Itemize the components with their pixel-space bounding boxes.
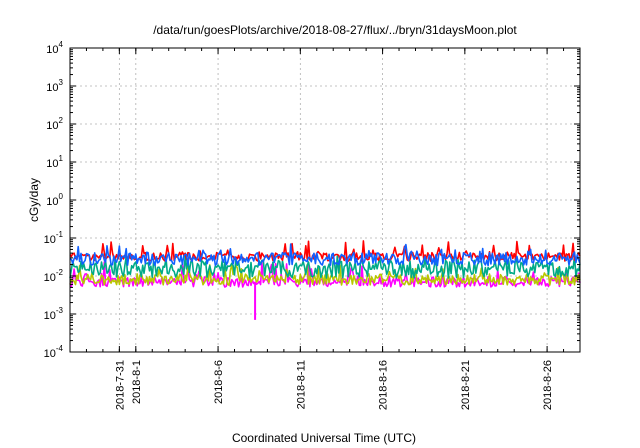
y-tick-label: 10-2	[44, 268, 64, 284]
y-tick-label: 10-3	[44, 306, 64, 322]
x-tick-label: 2018-8-26	[542, 360, 554, 410]
x-axis-label: Coordinated Universal Time (UTC)	[232, 431, 416, 445]
series-layer	[69, 240, 581, 320]
y-axis-label: cGy/day	[27, 178, 41, 222]
x-tick-label: 2018-8-1	[131, 360, 143, 404]
y-tick-label: 10-4	[44, 344, 64, 360]
x-tick-label: 2018-8-6	[213, 360, 225, 404]
grid	[70, 48, 580, 352]
y-tick-label: 102	[46, 116, 63, 132]
y-tick-label: 100	[46, 192, 63, 208]
y-tick-label: 103	[46, 78, 63, 94]
series-line	[69, 263, 581, 286]
x-tick-label: 2018-8-11	[295, 360, 307, 409]
series-line	[69, 240, 581, 262]
chart-title: /data/run/goesPlots/archive/2018-08-27/f…	[153, 23, 517, 37]
x-tick-label: 2018-8-21	[460, 360, 472, 410]
series-line	[69, 243, 581, 267]
y-tick-label: 104	[46, 40, 63, 56]
x-axis: 2018-7-31 2018-8-1 2018-8-6 2018-8-11 2018-8…	[69, 48, 581, 410]
y-tick-label: 10-1	[44, 230, 64, 246]
x-tick-label: 2018-8-16	[378, 360, 390, 410]
x-tick-label: 2018-7-31	[114, 360, 126, 410]
y-tick-label: 101	[46, 154, 63, 170]
